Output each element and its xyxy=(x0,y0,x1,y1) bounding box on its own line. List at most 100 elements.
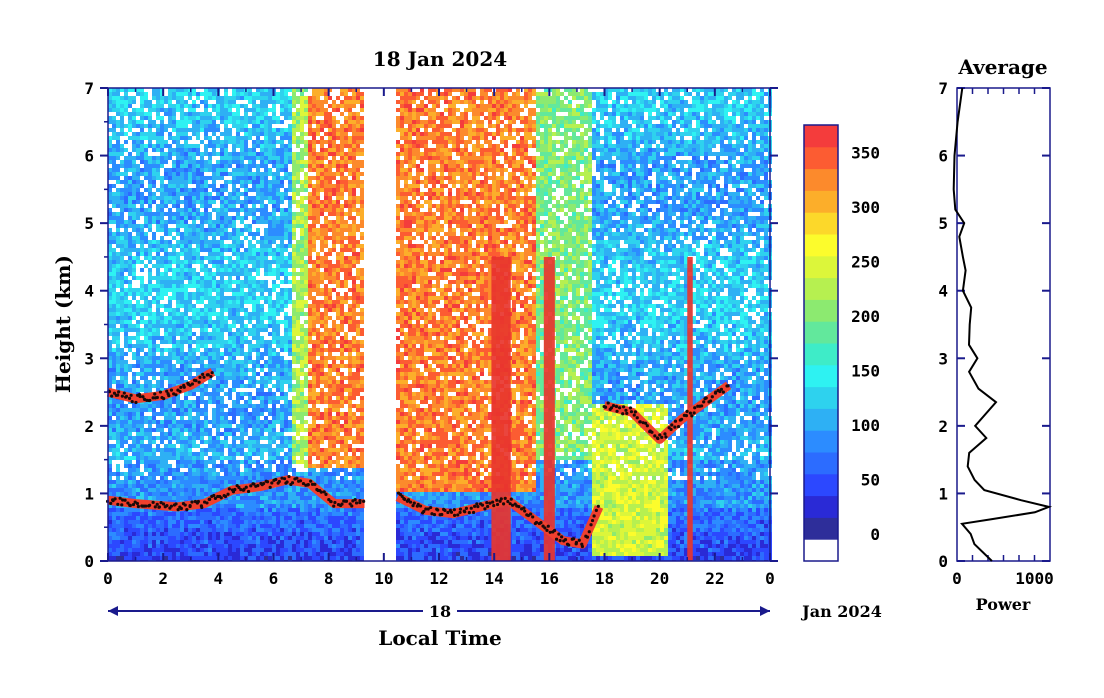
heatmap-cell xyxy=(268,388,272,392)
heatmap-cell xyxy=(152,444,156,448)
heatmap-cell xyxy=(292,300,296,304)
heatmap-cell xyxy=(204,384,208,388)
heatmap-cell xyxy=(152,284,156,288)
heatmap-cell xyxy=(124,388,128,392)
heatmap-cell xyxy=(224,224,228,228)
heatmap-cell xyxy=(180,416,184,420)
heatmap-cell xyxy=(228,256,232,264)
heatmap-cell xyxy=(252,400,256,404)
heatmap-cell xyxy=(288,116,292,120)
heatmap-cell xyxy=(124,148,128,152)
heatmap-cell xyxy=(244,180,248,184)
heatmap-cell xyxy=(224,276,228,280)
heatmap-cell xyxy=(172,488,176,492)
heatmap-cell xyxy=(212,296,216,312)
heatmap-cell xyxy=(136,520,140,524)
heatmap-cell xyxy=(240,232,244,236)
heatmap-cell xyxy=(140,480,144,484)
heatmap-cell xyxy=(284,404,288,408)
heatmap-cell xyxy=(220,260,224,264)
heatmap-cell xyxy=(292,224,296,228)
heatmap-cell xyxy=(136,96,140,108)
heatmap-cell xyxy=(160,488,164,492)
heatmap-cell xyxy=(308,528,312,532)
heatmap-cell xyxy=(252,152,256,156)
heatmap-cell xyxy=(296,280,300,292)
heatmap-cell xyxy=(236,152,240,156)
heatmap-cell xyxy=(308,556,312,560)
heatmap-cell xyxy=(180,540,184,544)
heatmap-cell xyxy=(176,416,180,420)
heatmap-cell xyxy=(212,276,216,280)
heatmap-cell xyxy=(172,132,176,136)
heatmap-cell xyxy=(152,108,156,112)
heatmap-cell xyxy=(224,320,228,324)
heatmap-cell xyxy=(280,508,284,512)
heatmap-cell xyxy=(220,196,224,200)
heatmap-cell xyxy=(136,208,140,220)
heatmap-cell xyxy=(148,488,152,492)
heatmap-cell xyxy=(228,156,232,160)
heatmap-cell xyxy=(304,260,308,264)
heatmap-cell xyxy=(172,192,176,196)
heatmap-cell xyxy=(208,156,212,160)
heatmap-cell xyxy=(288,556,292,560)
heatmap-cell xyxy=(288,192,292,196)
heatmap-cell xyxy=(136,160,140,164)
heatmap-cell xyxy=(200,556,204,560)
heatmap-cell xyxy=(180,136,184,140)
heatmap-cell xyxy=(132,340,136,344)
heatmap-cell xyxy=(112,128,116,132)
heatmap-cell xyxy=(256,100,260,104)
heatmap-cell xyxy=(124,364,128,372)
heatmap-cell xyxy=(176,92,180,96)
heatmap-cell xyxy=(236,212,240,216)
heatmap-cell xyxy=(312,156,316,164)
heatmap-cell xyxy=(284,352,288,360)
heatmap-cell xyxy=(240,420,244,424)
heatmap-cell xyxy=(264,392,268,396)
heatmap-cell xyxy=(280,220,284,236)
heatmap-cell xyxy=(184,396,188,400)
heatmap-cell xyxy=(272,132,276,140)
heatmap-cell xyxy=(128,344,132,348)
heatmap-cell xyxy=(160,476,164,480)
heatmap-cell xyxy=(136,120,140,124)
heatmap-cell xyxy=(324,440,328,448)
heatmap-cell xyxy=(268,272,272,276)
heatmap-cell xyxy=(252,124,256,128)
heatmap-cell xyxy=(300,252,304,260)
heatmap-cell xyxy=(116,164,120,172)
heatmap-cell xyxy=(116,312,120,316)
heatmap-cell xyxy=(176,232,180,236)
heatmap-cell xyxy=(208,100,212,104)
heatmap-cell xyxy=(180,288,184,292)
heatmap-cell xyxy=(140,224,144,228)
heatmap-cell xyxy=(296,256,300,264)
heatmap-cell xyxy=(288,156,292,160)
heatmap-cell xyxy=(244,104,248,108)
heatmap-cell xyxy=(212,448,216,452)
heatmap-cell xyxy=(168,528,172,536)
heatmap-cell xyxy=(160,340,164,344)
heatmap-cell xyxy=(244,220,248,224)
heatmap-cell xyxy=(204,200,208,208)
heatmap-cell xyxy=(184,320,188,324)
heatmap-cell xyxy=(188,96,192,100)
heatmap-cell xyxy=(188,324,192,328)
heatmap-cell xyxy=(188,464,192,468)
heatmap-cell xyxy=(288,152,292,156)
heatmap-cell xyxy=(264,364,268,368)
heatmap-cell xyxy=(292,268,296,272)
heatmap-cell xyxy=(152,192,156,196)
heatmap-cell xyxy=(156,256,160,260)
heatmap-cell xyxy=(280,128,284,136)
heatmap-cell xyxy=(276,364,280,368)
heatmap-cell xyxy=(312,524,316,532)
heatmap-cell xyxy=(288,184,292,192)
heatmap-cell xyxy=(244,284,248,288)
heatmap-cell xyxy=(172,444,176,448)
heatmap-cell xyxy=(120,252,124,256)
heatmap-cell xyxy=(164,340,168,344)
heatmap-cell xyxy=(280,448,284,452)
